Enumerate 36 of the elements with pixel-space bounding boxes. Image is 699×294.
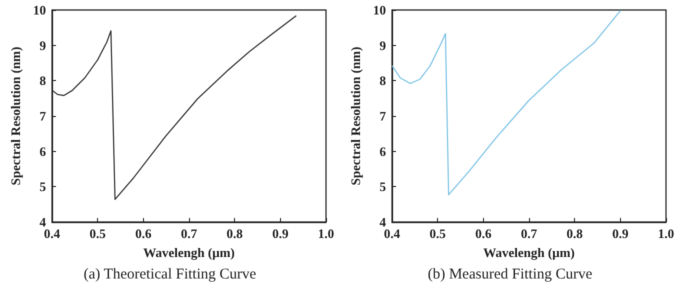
x-tick-label: 0.9 [272,226,289,241]
x-tick-label: 1.0 [318,226,334,241]
y-tick-label: 5 [40,179,46,194]
y-tick-label: 8 [380,73,386,88]
y-tick-label: 7 [40,108,46,124]
y-tick-label: 9 [40,38,46,53]
x-axis-title: Wavelengh (μm) [483,245,575,260]
y-tick-label: 7 [380,108,386,124]
x-tick-label: 0.9 [612,226,629,241]
x-tick-label: 0.8 [566,226,584,241]
x-tick-label: 0.6 [135,226,152,241]
y-tick-label: 6 [40,144,46,159]
x-tick-label: 0.5 [430,226,446,241]
y-axis-title: Spectral Resolution (nm) [8,46,24,186]
x-tick-label: 0.7 [520,226,538,241]
text: (a) Theoretical Fitting Curve [84,266,256,282]
x-tick-label: 0.5 [90,226,106,241]
x-tick-label: 0.4 [44,226,61,241]
x-tick-label: 0.7 [180,226,198,241]
x-axis-title: Wavelengh (μm) [143,245,235,260]
x-tick-label: 1.0 [658,226,674,241]
x-tick-label: 0.8 [226,226,244,241]
x-tick-label: 0.6 [475,226,492,241]
y-tick-label: 9 [380,38,386,53]
line-series [392,10,621,196]
y-tick-label: 10 [373,2,386,18]
text: (b) Measured Fitting Curve [428,266,593,282]
y-tick-label: 4 [380,214,386,230]
y-tick-label: 8 [40,73,46,88]
y-tick-label: 6 [380,144,386,159]
line-series [51,15,296,200]
y-tick-label: 4 [40,214,46,230]
y-axis-title: Spectral Resolution (nm) [348,46,364,186]
x-tick-label: 0.4 [384,226,401,241]
y-tick-label: 10 [33,2,46,18]
y-tick-label: 5 [380,179,386,194]
